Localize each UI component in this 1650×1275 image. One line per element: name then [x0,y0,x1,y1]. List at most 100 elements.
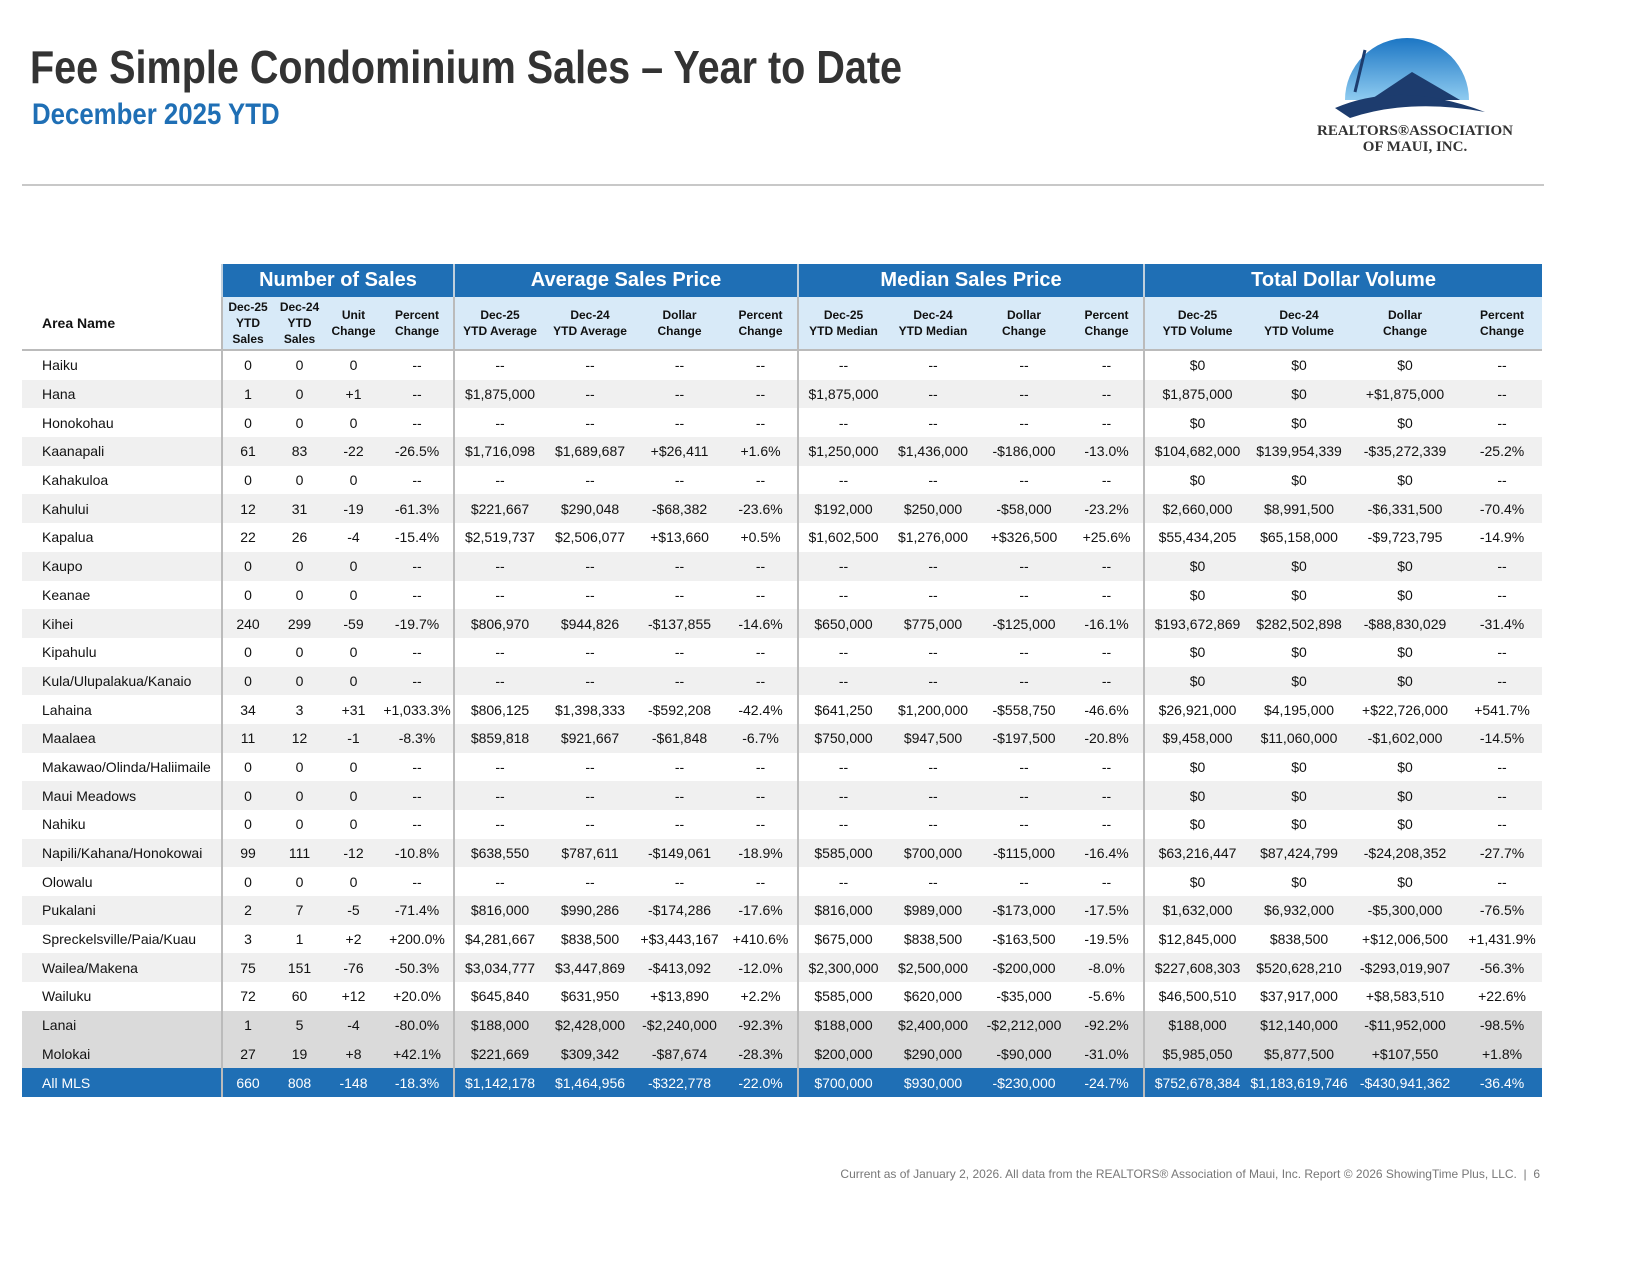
cell: -19.7% [381,609,455,638]
area-name: Olowalu [42,873,93,890]
cell: -- [381,551,455,581]
cell: -27.7% [1462,838,1543,868]
cell: +8 [326,1039,381,1069]
table-row: Kahului 12 31 -19 -61.3% $221,667 $290,048 -$68… [22,494,1543,524]
area-name: Kihei [22,609,222,638]
cell: -50.3% [381,953,455,983]
cell: $0 [1348,551,1463,581]
cell: -- [797,580,889,610]
column-header-line: Sales [232,332,264,346]
cell: -- [797,752,889,782]
column-header-line: Change [1480,324,1525,338]
cell: -- [1019,414,1029,431]
area-name: Honokohau [42,414,114,431]
cell: -5 [326,896,381,925]
cell: 0 [349,357,358,374]
cell: -- [797,551,889,581]
cell: -18.9% [724,838,799,868]
cell: -- [1497,873,1507,890]
cell: +$8,583,510 [1365,988,1445,1005]
column-header: Dec-25 YTD Average [453,297,546,351]
column-header-line: Dollar [662,308,697,322]
cell: 0 [295,357,304,374]
cell: $282,502,898 [1250,609,1349,638]
cell: $1,689,687 [545,437,636,466]
cell: -28.3% [724,1039,799,1069]
cell: -- [412,873,422,890]
cell: $2,400,000 [888,1010,979,1040]
column-header-line: Change [657,324,702,338]
cell: -4 [326,1010,381,1040]
cell: -6.7% [724,723,799,753]
cell: $37,917,000 [1260,988,1338,1005]
cell: -- [928,816,938,833]
cell: $675,000 [797,924,889,954]
cell: $1,250,000 [797,437,889,466]
cell: $3,034,777 [453,953,546,983]
cell: -- [453,752,546,782]
cell: -98.5% [1462,1010,1543,1040]
cell: $838,500 [1269,931,1329,948]
cell: -- [381,666,455,696]
cell: -23.2% [1070,494,1145,524]
column-header-line: Dec-25 [480,308,520,322]
cell: -- [412,758,422,775]
cell: 0 [326,551,381,581]
cell: $0 [1397,357,1413,374]
column-header: Dec-24 YTD Sales [273,297,326,351]
cell: +1,431.9% [1468,931,1536,948]
cell: +200.0% [389,931,445,948]
cell: -- [928,644,938,661]
cell: $200,000 [797,1039,889,1069]
cell: -- [412,414,422,431]
cell: $221,669 [453,1039,546,1069]
cell: -5.6% [1088,988,1125,1005]
cell: $0 [1291,816,1307,833]
column-header-row: Area Name Dec-25 YTD Sales Dec-24 YTD Sales Uni… [22,297,1543,351]
cell: -- [1070,666,1145,696]
cell: -$24,208,352 [1348,838,1463,868]
cell: 0 [326,666,381,696]
cell: -- [585,644,595,661]
cell: 0 [295,414,304,431]
cell: -$2,240,000 [635,1010,725,1040]
cell: 7 [273,896,326,925]
cell: $8,991,500 [1250,494,1349,524]
cell: $806,970 [453,609,546,638]
cell: +25.6% [1082,529,1131,546]
cell: -$88,830,029 [1348,609,1463,638]
cell: +410.6% [732,931,789,948]
cell: $650,000 [797,609,889,638]
cell: $2,519,737 [453,523,546,552]
cell: $55,434,205 [1143,523,1251,552]
cell: -$430,941,362 [1348,1068,1463,1097]
table-row: Hana 1 0 +1 -- $1,875,000 -- -- -- $1,875,000 -- --… [22,379,1543,409]
cell: 12 [273,723,326,753]
cell: 75 [221,953,273,983]
cell: -- [585,758,595,775]
table-row: Kaupo 0 0 0 -- -- -- -- -- -- -- -- -- $0 $0 $0 -- [22,551,1543,581]
cell: $750,000 [797,723,889,753]
cell: 0 [295,472,304,489]
cell: $0 [1143,752,1251,782]
cell: 151 [273,953,326,983]
cell: -$35,000 [996,988,1052,1005]
cell: $775,000 [888,609,979,638]
cell: $6,932,000 [1250,896,1349,925]
logo-roof [1370,72,1460,100]
cell: $104,682,000 [1143,437,1251,466]
cell: $0 [1348,781,1463,810]
group-header-row: Number of Sales Average Sales Price Median… [22,264,1543,297]
cell: -- [381,781,455,810]
table-row: Kahakuloa 0 0 0 -- -- -- -- -- -- -- -- -- $0 $0 $0 -- [22,465,1542,495]
column-header-line: Percent [1480,308,1525,322]
cell: $188,000 [797,1010,889,1040]
cell: $520,628,210 [1250,953,1349,983]
logo-text: OF MAUI, INC. [1363,139,1468,155]
cell: -36.4% [1462,1068,1543,1097]
column-header-line: Dec-24 [1279,308,1319,322]
cell: -12.0% [724,953,799,983]
cell: -- [978,379,1071,409]
cell: $2,300,000 [797,953,889,983]
cell: -- [797,810,889,839]
